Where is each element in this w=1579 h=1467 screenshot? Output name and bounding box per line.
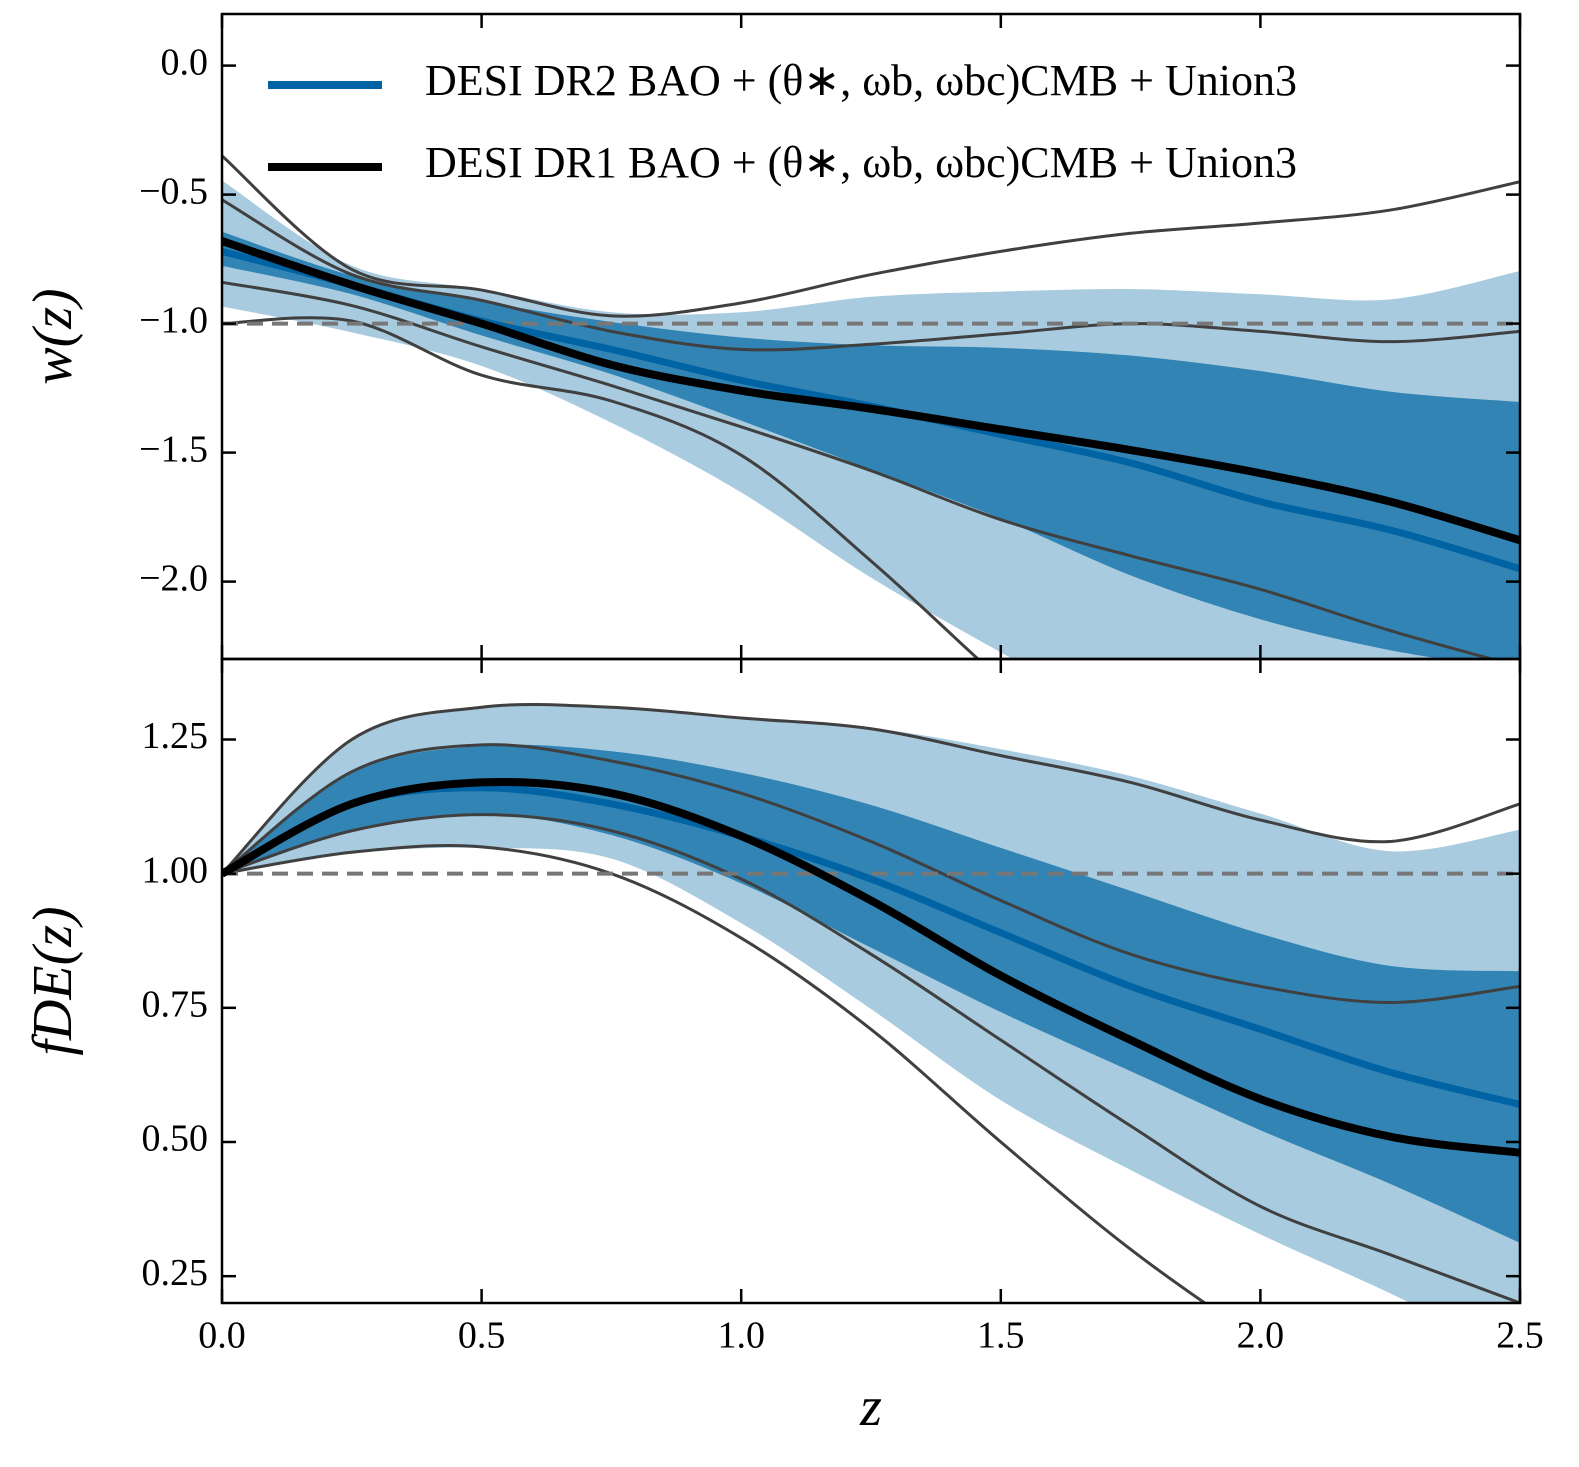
y-tick-label: −1.5 [139, 428, 208, 470]
y-tick-label: −2.0 [139, 557, 208, 599]
confidence-band [222, 742, 1520, 1246]
confidence-bound [222, 316, 981, 659]
confidence-bound [222, 844, 1208, 1303]
confidence-bound [222, 198, 1520, 352]
mean-line [222, 237, 1520, 545]
x-axis-label: z [859, 1376, 882, 1438]
axes-frame [220, 657, 1522, 1305]
plot-area [222, 702, 1520, 1303]
mean-line [222, 777, 1520, 1157]
legend-label: DESI DR2 BAO + (θ∗, ωb, ωbc)CMB + Union3 [425, 56, 1297, 105]
confidence-bound [222, 280, 1498, 659]
x-tick-label: 2.5 [1496, 1315, 1544, 1357]
y-tick-label: 1.00 [142, 849, 209, 891]
y-tick-label: −0.5 [139, 170, 208, 212]
x-tick-label: 0.0 [198, 1315, 246, 1357]
confidence-bound [222, 813, 1520, 1303]
y-tick-label: 1.25 [142, 715, 209, 757]
confidence-bound [222, 154, 1520, 318]
y-axis-label: fDE(z) [22, 906, 84, 1055]
x-tick-label: 1.5 [977, 1315, 1025, 1357]
plot-area [222, 154, 1520, 659]
confidence-bound [222, 743, 1520, 1004]
x-tick-label: 1.0 [717, 1315, 765, 1357]
y-tick-label: 0.0 [161, 41, 209, 83]
confidence-bound [222, 702, 1520, 875]
legend-label: DESI DR1 BAO + (θ∗, ωb, ωbc)CMB + Union3 [425, 138, 1297, 187]
x-tick-label: 2.0 [1237, 1315, 1285, 1357]
y-tick-label: 0.75 [142, 984, 209, 1026]
y-tick-label: 0.50 [142, 1118, 209, 1160]
y-tick-label: 0.25 [142, 1252, 209, 1294]
y-tick-label: −1.0 [139, 299, 208, 341]
x-tick-label: 0.5 [458, 1315, 506, 1357]
y-axis-label: w(z) [22, 288, 84, 384]
